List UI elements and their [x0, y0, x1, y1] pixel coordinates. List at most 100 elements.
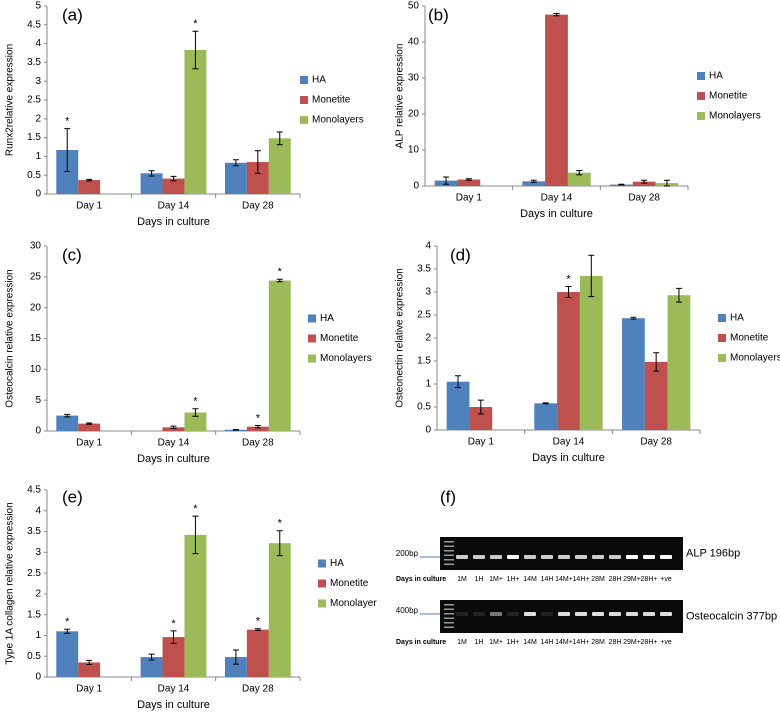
lane-label: 1M+: [489, 576, 503, 583]
error-bar: [192, 515, 199, 555]
ladder-band: [444, 550, 454, 552]
gel-band: [473, 555, 485, 559]
lane-label: +ve: [660, 576, 672, 583]
lane-label: 1H+: [506, 576, 519, 583]
y-tick-label: 3.5: [417, 264, 431, 275]
x-axis-title: Days in culture: [137, 216, 210, 228]
y-tick-label: 2.5: [27, 95, 41, 106]
legend-swatch: [300, 76, 308, 84]
legend-label: Monolayers: [709, 111, 761, 122]
significance-marker: *: [171, 618, 176, 630]
error-bar: [64, 413, 71, 418]
y-tick-label: 2.5: [27, 568, 41, 579]
error-bar: [148, 653, 155, 661]
error-bar: [641, 179, 648, 184]
y-tick-label: 4: [35, 505, 41, 516]
y-tick-label: 20: [408, 109, 420, 120]
y-tick-label: 5: [35, 395, 41, 406]
bar: [621, 318, 645, 430]
gel-image: [440, 600, 683, 633]
y-tick-label: 20: [30, 302, 42, 313]
error-bar: [86, 422, 93, 425]
gel-band: [473, 612, 485, 616]
x-axis-title: Days in culture: [520, 208, 593, 220]
y-tick-label: 2: [35, 589, 41, 600]
y-tick-label: 0: [425, 425, 431, 436]
significance-marker: *: [65, 616, 70, 628]
gel-band: [507, 612, 519, 616]
significance-marker: *: [278, 266, 283, 278]
error-bar: [232, 649, 239, 665]
error-bar: [170, 175, 177, 182]
y-axis-title: ALP relative expression: [395, 44, 406, 149]
error-bar: [64, 628, 71, 634]
legend-label: Monolayer: [330, 598, 377, 609]
legend-label: Monetite: [330, 578, 369, 589]
bar: [557, 292, 580, 430]
x-tick-label: Day 28: [242, 438, 274, 449]
bar: [140, 657, 163, 677]
gel-band: [558, 555, 570, 559]
gel-band: [456, 612, 468, 616]
ladder-band: [444, 626, 454, 628]
legend-swatch: [697, 92, 705, 100]
legend-label: Monolayers: [320, 353, 372, 364]
y-tick-label: 3: [35, 76, 41, 87]
lane-label: 1H: [475, 576, 484, 583]
gel-image: [440, 537, 683, 570]
x-tick-label: Day 1: [468, 437, 495, 448]
legend-swatch: [318, 559, 326, 568]
bar: [78, 662, 101, 677]
x-tick-label: Day 28: [242, 201, 274, 212]
error-bar: [86, 178, 93, 182]
y-tick-label: 4.5: [27, 485, 41, 496]
gel-band: [490, 612, 502, 616]
bar: [162, 637, 185, 677]
x-tick-label: Day 1: [456, 193, 483, 204]
gel-band: [609, 555, 621, 559]
ladder-band: [444, 622, 454, 624]
x-tick-label: Day 14: [553, 437, 585, 448]
legend-swatch: [718, 314, 726, 322]
y-tick-label: 1: [35, 630, 41, 641]
legend-swatch: [718, 354, 726, 362]
error-bar: [254, 150, 261, 174]
bar: [56, 415, 79, 431]
error-bar: [276, 278, 283, 283]
panel-label: (c): [62, 245, 82, 264]
panel-label: (d): [450, 245, 471, 264]
gel-band: [609, 612, 621, 616]
error-bar: [653, 352, 660, 372]
y-tick-label: 1.5: [417, 356, 431, 367]
error-bar: [618, 183, 625, 186]
y-tick-label: 2: [425, 333, 431, 344]
bar: [534, 403, 558, 430]
bar: [162, 178, 185, 194]
panel-label: (f): [440, 487, 456, 506]
lane-label: 28H: [609, 576, 622, 583]
lane-label: 1H+: [506, 639, 519, 646]
gel-title: ALP 196bp: [686, 547, 740, 559]
y-axis-title: Osteonectin relative expression: [395, 268, 406, 408]
ladder-band: [444, 617, 454, 619]
ladder-band: [444, 563, 454, 565]
gel-band: [541, 555, 553, 559]
x-axis-title: Days in culture: [532, 452, 605, 464]
bar: [567, 172, 591, 186]
bar: [184, 49, 207, 194]
legend-label: HA: [320, 313, 334, 324]
significance-marker: *: [193, 18, 198, 30]
lane-label: 14M+: [555, 639, 573, 646]
ladder-band: [444, 613, 454, 615]
bar: [184, 412, 207, 431]
bar: [268, 138, 291, 194]
lane-label: 1M: [457, 639, 467, 646]
bar: [56, 631, 79, 677]
panel-label: (b): [428, 5, 449, 24]
bar: [78, 180, 101, 194]
legend-label: HA: [709, 71, 723, 82]
significance-marker: *: [193, 503, 198, 515]
bar: [268, 280, 291, 431]
y-tick-label: 0: [35, 672, 41, 683]
bar: [140, 173, 163, 194]
